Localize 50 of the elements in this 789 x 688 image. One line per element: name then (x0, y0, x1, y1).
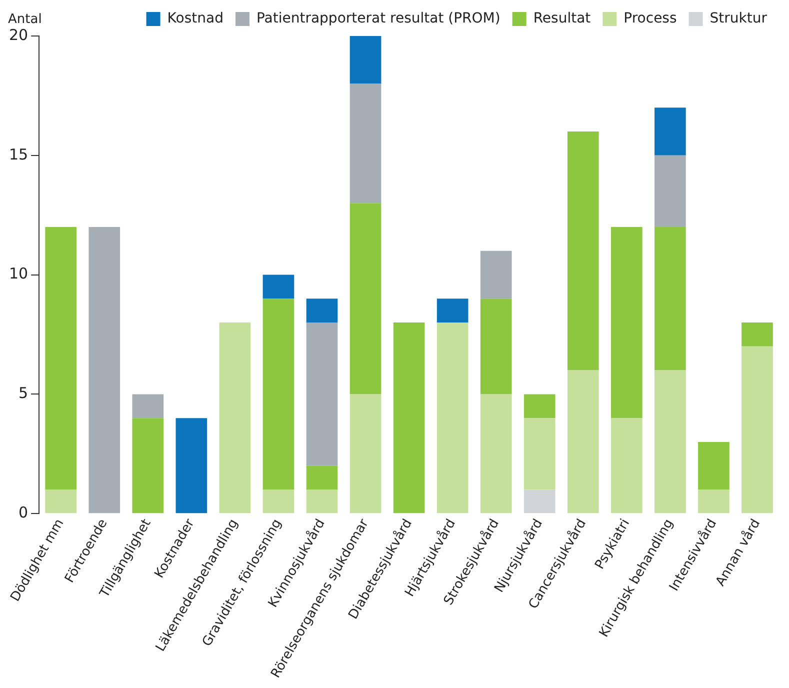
bar (524, 418, 556, 490)
bar (45, 490, 77, 514)
y-tick-label: 10 (8, 264, 28, 283)
bar (306, 466, 338, 490)
bar (350, 203, 382, 394)
bar (698, 490, 730, 514)
bar (306, 322, 338, 466)
bar (654, 227, 686, 370)
bar (306, 490, 338, 514)
y-axis-title: Antal (8, 12, 42, 27)
bar (132, 418, 164, 514)
bar (132, 394, 164, 418)
bar (436, 322, 468, 514)
bar (698, 442, 730, 490)
legend-label: Process (624, 10, 677, 27)
bar (610, 418, 642, 514)
bar (654, 108, 686, 156)
bar (524, 490, 556, 514)
bar (176, 418, 208, 514)
y-tick-label: 0 (18, 503, 28, 522)
y-tick-label: 20 (8, 26, 28, 44)
bar (262, 298, 294, 490)
bar (654, 155, 686, 228)
bar (350, 84, 382, 204)
bar (742, 322, 773, 346)
bar (350, 36, 382, 84)
bar (480, 394, 512, 514)
legend-label: Kostnad (167, 10, 224, 27)
bar (436, 298, 468, 323)
legend-label: Patientrapporterat resultat (PROM) (256, 10, 500, 27)
bar (654, 370, 686, 514)
bar (480, 298, 512, 394)
y-tick-label: 5 (18, 384, 28, 402)
legend-label: Resultat (533, 10, 592, 27)
bar (262, 490, 294, 514)
bar (88, 227, 120, 514)
bar (567, 132, 599, 370)
bar (567, 370, 599, 514)
legend-label: Struktur (710, 10, 768, 27)
bar (393, 322, 425, 514)
bar (524, 394, 556, 418)
bar (350, 394, 382, 514)
bar (45, 227, 77, 490)
bar (610, 227, 642, 418)
bar (480, 250, 512, 299)
y-tick-label: 15 (8, 145, 28, 164)
bar (306, 298, 338, 323)
bar (219, 322, 251, 514)
bar (262, 274, 294, 299)
bar (742, 346, 773, 514)
